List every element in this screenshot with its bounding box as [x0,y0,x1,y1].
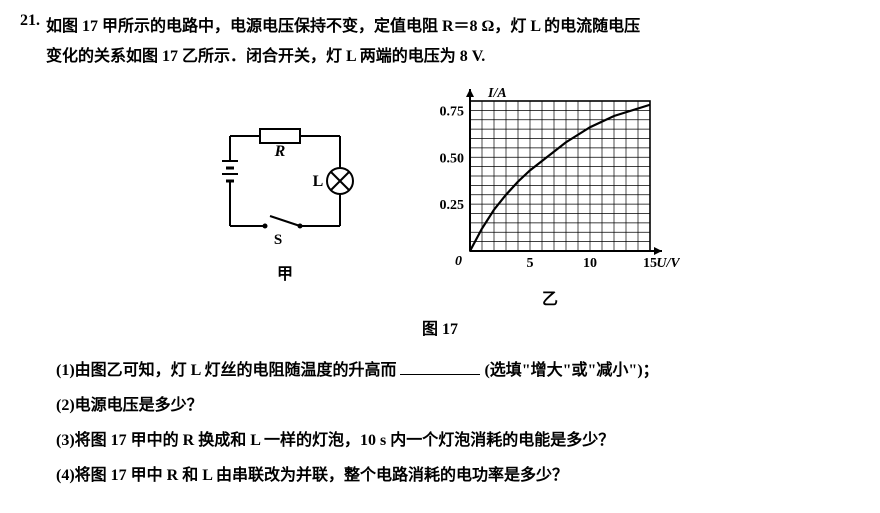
svg-text:0.75: 0.75 [440,104,465,119]
lamp-label: L [313,173,324,190]
figures-row: R L S 甲 I/A U/V 0 0.25 0.50 0.75 5 10 15 乙 [20,81,860,309]
sub-question-4: (4)将图 17 甲中 R 和 L 由串联改为并联，整个电路消耗的电功率是多少？ [56,458,860,493]
sub-question-2: (2)电源电压是多少？ [56,388,860,423]
svg-text:I/A: I/A [487,86,507,101]
main-figure-caption: 图 17 [20,315,860,339]
svg-text:0: 0 [455,254,462,269]
question-text: 如图 17 甲所示的电路中，电源电压保持不变，定值电阻 R＝8 Ω，灯 L 的电… [46,12,640,73]
svg-text:10: 10 [583,256,597,271]
sub-question-3: (3)将图 17 甲中的 R 换成和 L 一样的灯泡，10 s 内一个灯泡消耗的… [56,423,860,458]
stem-line-2: 变化的关系如图 17 乙所示．闭合开关，灯 L 两端的电压为 8 V. [46,48,485,65]
circuit-svg: R L S [200,106,370,256]
switch-label: S [274,232,282,248]
svg-text:15: 15 [643,256,657,271]
circuit-caption: 甲 [200,260,370,284]
subq1-text-a: (1)由图乙可知，灯 L 灯丝的电阻随温度的升高而 [56,362,396,379]
question-stem: 21. 如图 17 甲所示的电路中，电源电压保持不变，定值电阻 R＝8 Ω，灯 … [20,12,860,73]
svg-text:U/V: U/V [656,256,680,271]
circuit-figure: R L S 甲 [200,106,370,284]
svg-text:0.25: 0.25 [440,198,465,213]
subq1-text-b: (选填"增大"或"减小")； [484,362,658,379]
graph-svg: I/A U/V 0 0.25 0.50 0.75 5 10 15 [420,81,680,281]
stem-line-1: 如图 17 甲所示的电路中，电源电压保持不变，定值电阻 R＝8 Ω，灯 L 的电… [46,18,640,35]
svg-text:5: 5 [527,256,534,271]
sub-question-1: (1)由图乙可知，灯 L 灯丝的电阻随温度的升高而 (选填"增大"或"减小")； [56,353,860,388]
fill-blank [400,359,480,375]
question-number: 21. [20,12,40,73]
resistor-label: R [274,143,286,160]
svg-text:0.50: 0.50 [440,151,465,166]
graph-caption: 乙 [420,285,680,309]
graph-figure: I/A U/V 0 0.25 0.50 0.75 5 10 15 乙 [420,81,680,309]
